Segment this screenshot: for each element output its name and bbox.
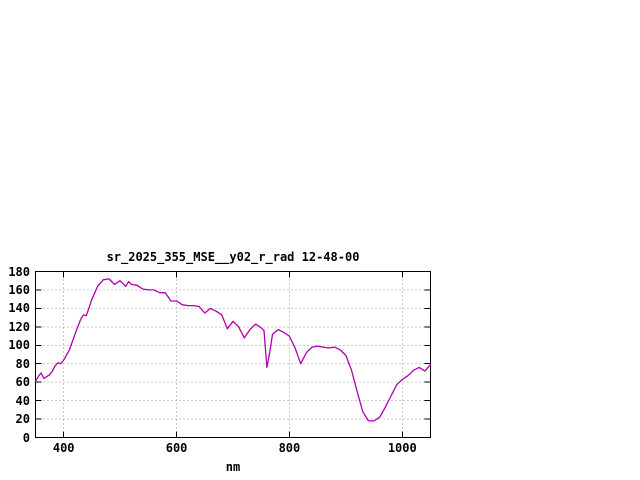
x-tick-label: 400 (52, 441, 75, 455)
y-tick-label: 60 (15, 375, 30, 390)
x-tick-label: 1000 (387, 441, 417, 455)
y-tick-label: 20 (15, 412, 30, 427)
x-tick-label: 600 (165, 441, 188, 455)
x-tick-label: 800 (278, 441, 301, 455)
y-tick-label: 120 (8, 319, 30, 334)
y-tick-label: 160 (8, 282, 30, 297)
y-tick-label: 0 (22, 430, 30, 445)
y-tick-label: 140 (8, 301, 30, 316)
x-axis-label: nm (225, 460, 241, 474)
y-tick-label: 40 (15, 393, 30, 408)
y-tick-label: 180 (8, 264, 30, 279)
y-tick-label: 80 (15, 356, 30, 371)
spectrum-line (34, 278, 432, 422)
y-tick-label: 100 (8, 338, 30, 353)
chart-title: sr_2025_355_MSE__y02_r_rad 12-48-00 (106, 250, 360, 264)
